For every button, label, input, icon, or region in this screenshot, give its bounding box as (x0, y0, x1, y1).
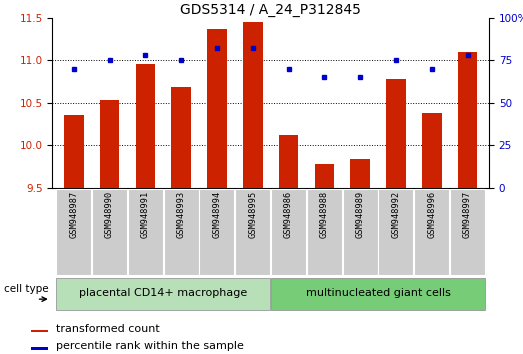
Bar (314, 164, 334, 188)
Bar (271, 188, 306, 275)
Bar (56, 188, 92, 275)
Text: GSM948996: GSM948996 (427, 190, 436, 238)
Bar (92, 188, 127, 275)
Title: GDS5314 / A_24_P312845: GDS5314 / A_24_P312845 (180, 3, 361, 17)
Text: GSM948987: GSM948987 (69, 190, 78, 238)
Bar (350, 159, 370, 188)
Bar (172, 87, 191, 188)
Bar (458, 52, 477, 188)
Text: cell type: cell type (4, 284, 49, 293)
Text: GSM948989: GSM948989 (356, 190, 365, 238)
Text: GSM948990: GSM948990 (105, 190, 114, 238)
Text: GSM948992: GSM948992 (391, 190, 401, 238)
Text: GSM948993: GSM948993 (177, 190, 186, 238)
Text: GSM948995: GSM948995 (248, 190, 257, 238)
Bar (279, 135, 299, 188)
Bar (307, 188, 342, 275)
Text: GSM948997: GSM948997 (463, 190, 472, 238)
Bar (343, 188, 378, 275)
Bar (100, 100, 119, 188)
Bar (135, 64, 155, 188)
Bar (243, 22, 263, 188)
Bar (386, 79, 406, 188)
Bar (235, 188, 270, 275)
Bar (207, 29, 227, 188)
Bar (414, 188, 449, 275)
Text: multinucleated giant cells: multinucleated giant cells (305, 288, 450, 298)
Bar (271, 278, 485, 310)
Text: placental CD14+ macrophage: placental CD14+ macrophage (79, 288, 247, 298)
Text: transformed count: transformed count (55, 324, 160, 333)
Bar (31, 330, 48, 332)
Text: GSM948991: GSM948991 (141, 190, 150, 238)
Text: GSM948988: GSM948988 (320, 190, 329, 238)
Bar (56, 278, 270, 310)
Bar (450, 188, 485, 275)
Bar (31, 347, 48, 350)
Bar (164, 188, 199, 275)
Bar (64, 115, 84, 188)
Bar (422, 113, 441, 188)
Text: GSM948994: GSM948994 (212, 190, 221, 238)
Text: percentile rank within the sample: percentile rank within the sample (55, 341, 244, 351)
Bar (128, 188, 163, 275)
Text: GSM948986: GSM948986 (284, 190, 293, 238)
Bar (379, 188, 414, 275)
Bar (199, 188, 234, 275)
